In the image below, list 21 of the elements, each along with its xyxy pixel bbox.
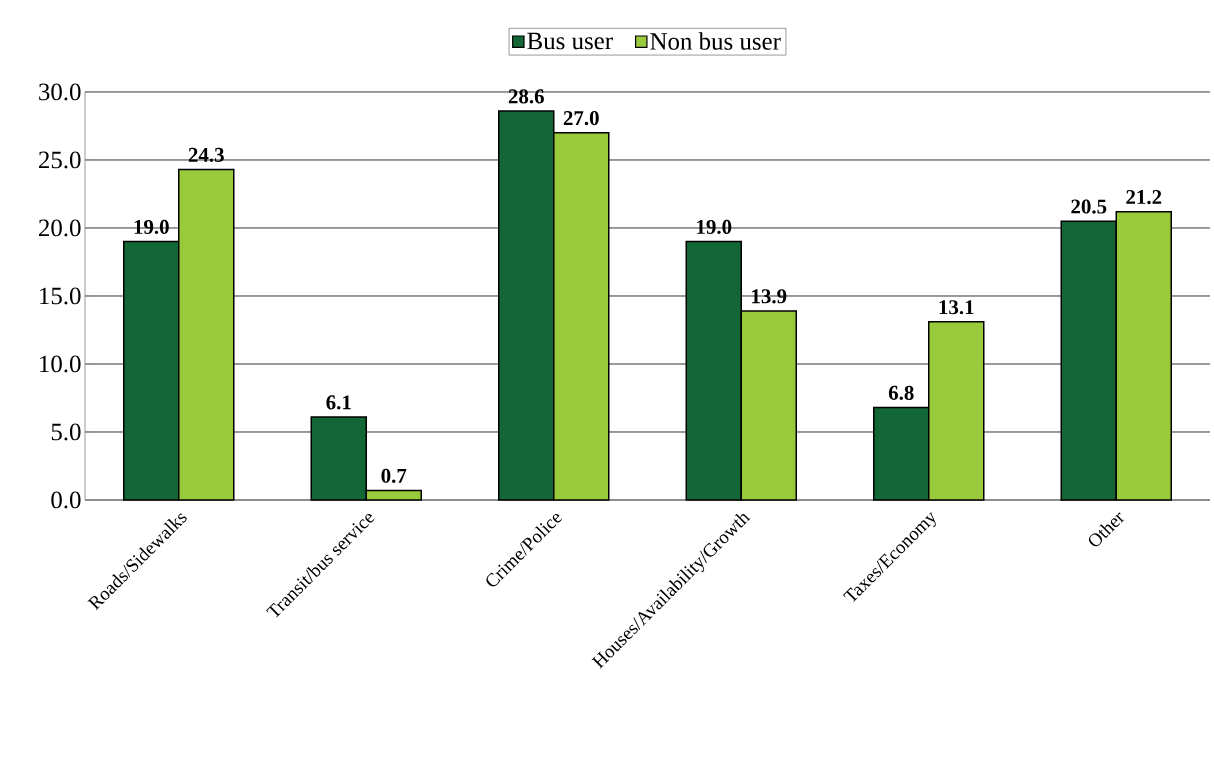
y-tick-label: 15.0 (40, 287, 81, 305)
data-label: 0.7 (381, 468, 407, 483)
data-label: 6.1 (326, 395, 351, 410)
y-tick-label: 30.0 (39, 83, 81, 101)
y-tick-label: 25.0 (39, 151, 81, 169)
data-label: 27.0 (563, 111, 599, 126)
data-label: 13.1 (939, 300, 974, 315)
data-label: 19.0 (134, 219, 169, 235)
data-label: 28.6 (508, 89, 544, 104)
legend-label: Non bus user (650, 32, 781, 50)
data-label: 6.8 (888, 385, 914, 400)
data-label: 21.2 (1126, 189, 1162, 205)
legend-label: Bus user (527, 32, 613, 50)
data-label: 24.3 (188, 147, 224, 162)
data-label: 19.0 (697, 219, 732, 235)
y-tick-label: 10.0 (40, 355, 81, 373)
y-tick-label: 0.0 (51, 491, 81, 509)
data-label: 13.9 (752, 289, 787, 304)
y-tick-label: 20.0 (39, 219, 81, 237)
y-tick-label: 5.0 (51, 423, 81, 441)
data-label: 20.5 (1071, 199, 1107, 214)
